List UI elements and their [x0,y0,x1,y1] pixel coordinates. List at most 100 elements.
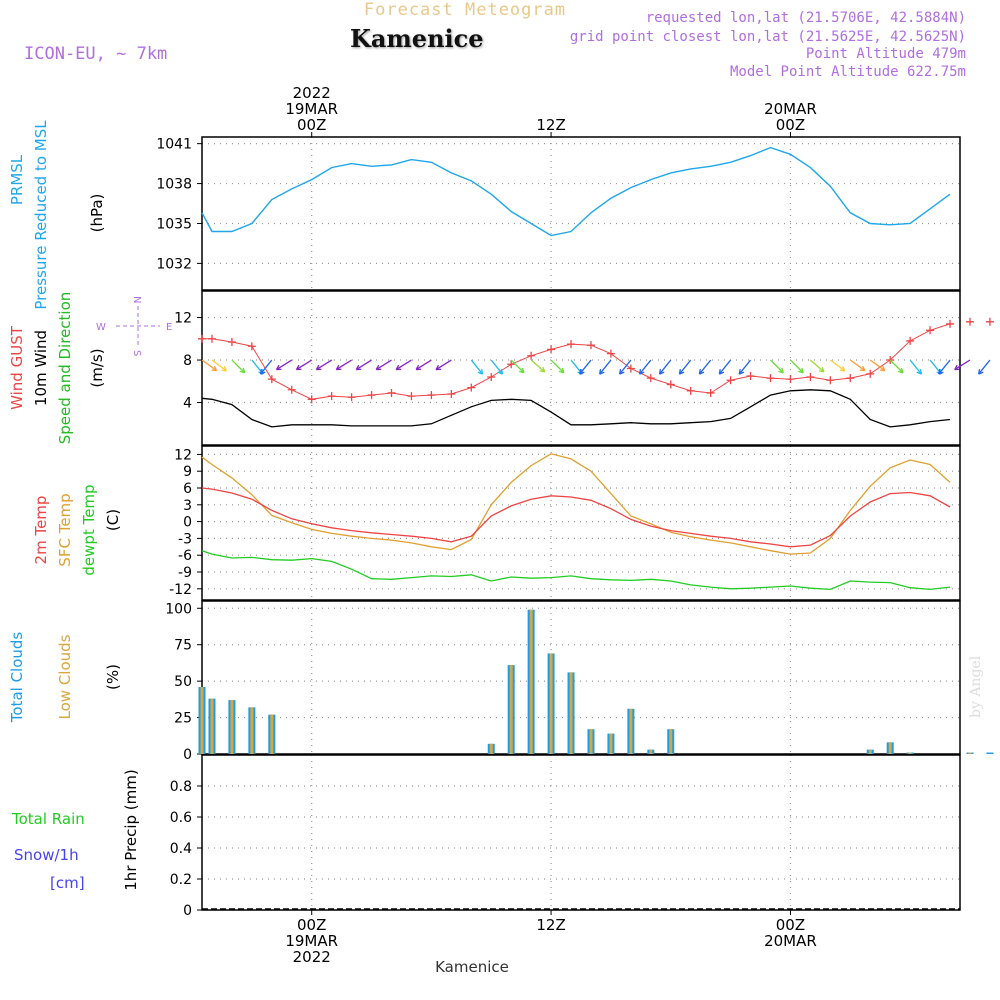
precip-frame [201,754,961,911]
temp-dewpt-label: dewpt Temp [80,484,98,575]
wind-gust-marker [527,351,536,360]
wind-direction-arrow [211,359,227,372]
wind-arrowhead [221,366,227,372]
wind-arrowhead [818,366,825,373]
low-cloud-bar [529,609,533,754]
wind-gust-marker [287,385,296,394]
pressure-panel: 1032 1035 1038 1041 [156,136,961,291]
wind-arrowhead [599,369,605,375]
wind-arrowhead [335,364,342,371]
compass-s-label: S [131,350,142,356]
wind-gust-marker [267,375,276,384]
wind-arrowhead [718,369,725,375]
low-cloud-bar [649,749,653,754]
low-cloud-bar [669,729,673,754]
low-cloud-bar [489,743,493,754]
wind-direction-arrow [869,359,886,372]
wind-arrowhead [859,365,866,372]
station-name: Kamenice [350,24,484,53]
wind-direction-arrow [260,359,273,375]
pressure-label-msl: Pressure Reduced to MSL [32,120,50,310]
wind-arrowhead [678,369,685,375]
wind-direction-arrow [355,359,372,371]
wind-arrowhead [415,364,422,371]
wind-direction-arrow [909,359,922,375]
wind-arrowhead [558,367,565,374]
wind-gust-line [202,323,951,400]
temperature-ytick-label: 0 [183,515,192,531]
low-cloud-bar [549,653,553,754]
wind-direction-arrow [639,359,652,375]
wind-direction-arrow [978,359,991,375]
time-tick-bottom-label: 2022 [293,948,331,966]
wind-gust-marker [207,334,216,343]
wind-gust-marker [826,376,835,385]
clouds-unit-label: (%) [104,664,122,690]
wind-arrowhead [539,366,546,373]
wind-arrowhead [698,369,705,375]
wind-direction-arrow [809,359,825,373]
clouds-panel: 0 25 50 75 100 [165,600,961,763]
wind-arrowhead [978,369,984,375]
wind-gust-marker [427,391,436,400]
wind-ytick-label: 8 [183,353,192,369]
low-cloud-bar [609,733,613,754]
wind-frame [201,290,961,446]
wind-arrowhead [435,364,442,371]
wind-direction-arrow [510,359,525,374]
wind-arrowhead [938,369,944,375]
wind-arrowhead [518,367,525,374]
wind-gust-marker [866,369,875,378]
wind-gust-marker [387,388,396,397]
wind-gust-marker [586,341,595,350]
wind-gust-marker [507,360,516,369]
wind-gust-marker [447,390,456,399]
temperature-ytick-label: 3 [183,498,192,514]
wind-unit-label: (m/s) [88,348,106,387]
wind-arrowhead [239,367,246,374]
wind-gust-marker [846,374,855,383]
time-tick-top-label: 00Z [776,116,805,134]
temp-unit-label: (C) [104,509,122,531]
time-tick-top-label: 00Z [297,116,326,134]
temperature-ytick-label: -9 [178,565,192,581]
wind-gust-marker [646,374,655,383]
wind-gust-marker [307,395,316,404]
clouds-frame [201,600,961,755]
total-cloud-bar [986,752,994,754]
temperature-ytick-label: -3 [178,531,192,547]
low-cloud-bar [569,672,573,754]
wind-direction-arrow [296,359,313,371]
wind-gust-marker [886,356,895,365]
wind-direction-arrow [415,359,432,371]
clouds-ytick-label: 75 [174,638,192,654]
wind-arrowhead [315,364,322,371]
wind-gust-marker [965,317,974,326]
wind-direction-arrow [201,359,217,372]
clouds-ytick-label: 100 [165,601,192,617]
wind-direction-arrow [789,359,804,374]
wind-direction-arrow [659,359,672,375]
wind-gust-marker [766,374,775,383]
pressure-label-prmsl: PRMSL [8,154,26,205]
wind-arrowhead [658,369,665,375]
wind-arrowhead [879,365,886,372]
time-tick-top-label: 20MAR [764,100,817,118]
wind-direction-arrow [599,359,612,375]
wind-direction-arrow [490,359,503,375]
wind-gust-marker [247,342,256,351]
wind-direction-arrow [954,359,971,371]
wind-direction-arrow [530,359,546,373]
pressure-prmsl-line [201,146,951,237]
low-cloud-bar [509,665,513,754]
wind-direction-arrow [770,359,784,374]
wind-direction-arrow [276,359,293,371]
wind-gust-marker [946,319,955,328]
temp-sfc-label: SFC Temp [56,493,74,566]
wind-gust-marker [547,345,556,354]
time-tick-bottom-label: 19MAR [285,932,338,950]
wind-gust-marker [227,337,236,346]
total-clouds-label: Total Clouds [8,632,26,724]
wind-arrowhead [477,369,484,375]
